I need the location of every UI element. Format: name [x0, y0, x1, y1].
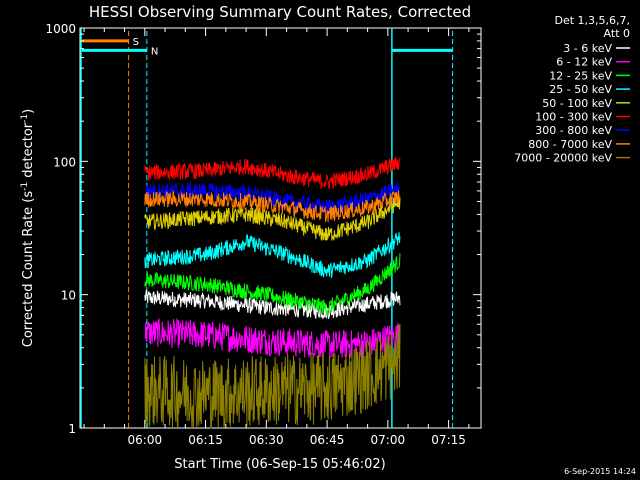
legend-entry-5: 100 - 300 keV — [535, 111, 612, 124]
legend-entry-8: 7000 - 20000 keV — [514, 152, 612, 165]
legend-entry-7: 800 - 7000 keV — [528, 138, 612, 151]
series-line-4 — [144, 196, 401, 242]
y-tick-label: 1 — [68, 422, 76, 436]
y-axis-label-part-2: detector — [21, 122, 36, 182]
series-line-3 — [144, 232, 401, 279]
x-tick-label: 06:45 — [310, 433, 345, 447]
series-line-2 — [144, 253, 401, 316]
x-tick-label: 06:30 — [249, 433, 284, 447]
chart-title: HESSI Observing Summary Count Rates, Cor… — [89, 3, 471, 21]
series-line-8 — [144, 324, 401, 429]
y-tick-label: 100 — [53, 155, 76, 169]
y-axis-label-sup-2: -1 — [20, 114, 30, 123]
timestamp: 6-Sep-2015 14:24 — [564, 467, 636, 476]
series-line-7 — [144, 190, 401, 223]
plot-frame — [79, 27, 482, 429]
flag-label-N: N — [151, 46, 158, 57]
legend-entry-2: 12 - 25 keV — [549, 69, 612, 82]
legend-header: Att 0 — [604, 27, 630, 40]
x-tick-label: 06:15 — [188, 433, 223, 447]
series-line-0 — [144, 289, 401, 320]
x-tick-label: 07:00 — [371, 433, 406, 447]
y-tick-label: 1000 — [45, 22, 76, 36]
y-axis-label-sup-1: -1 — [20, 182, 30, 191]
x-axis-label: Start Time (06-Sep-15 05:46:02) — [174, 457, 385, 472]
legend-entry-1: 6 - 12 keV — [556, 56, 612, 69]
legend-entry-0: 3 - 6 keV — [563, 42, 612, 55]
x-tick-label: 07:15 — [431, 433, 466, 447]
y-tick-label: 10 — [61, 289, 76, 303]
legend-entry-4: 50 - 100 keV — [542, 97, 612, 110]
series-line-1 — [144, 317, 401, 361]
series-line-6 — [144, 181, 401, 215]
series-line-5 — [144, 156, 401, 189]
legend-entry-3: 25 - 50 keV — [549, 83, 612, 96]
y-axis-label-part-1: Corrected Count Rate (s — [21, 191, 36, 348]
x-tick-label: 06:00 — [128, 433, 163, 447]
legend-header: Det 1,3,5,6,7, — [554, 14, 630, 27]
y-axis-label-part-3: ) — [21, 109, 36, 114]
legend-entry-6: 300 - 800 keV — [535, 124, 612, 137]
y-axis-label: Corrected Count Rate (s-1 detector-1) — [20, 109, 36, 347]
flag-label-S: S — [133, 37, 139, 48]
